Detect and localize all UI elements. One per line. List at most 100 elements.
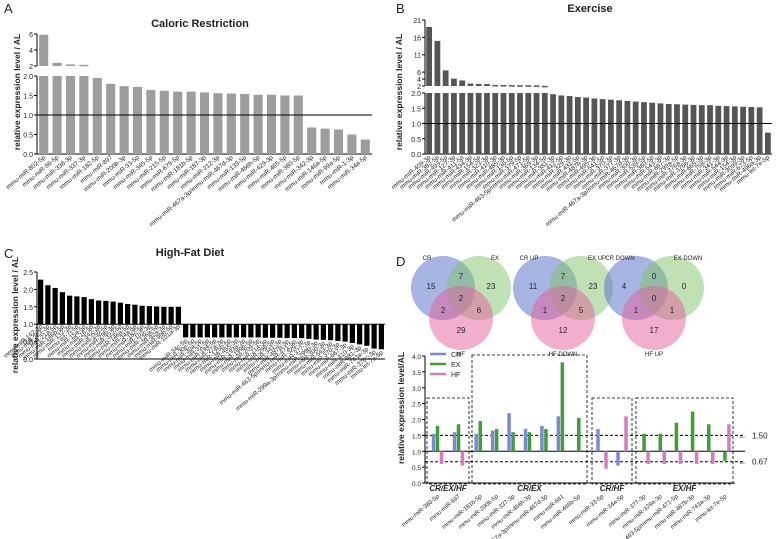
panel-b-bar xyxy=(707,105,713,154)
panel-a-bar xyxy=(307,127,317,154)
panel-c-bar xyxy=(197,324,203,338)
venn-circle-c xyxy=(531,286,595,350)
panel-b-bar xyxy=(608,99,614,154)
panel-c-bar xyxy=(81,297,87,325)
panel-a-bar xyxy=(240,93,250,154)
panel-b-bar-upper xyxy=(459,80,466,86)
panel-c-bar xyxy=(212,324,218,338)
panel-c-bar xyxy=(371,324,377,349)
panel-c-bar xyxy=(74,296,80,325)
panel-d-bar-hf xyxy=(727,424,731,452)
panel-b-ytick-upper-label: 2 xyxy=(417,84,421,91)
venn-region-count: 2 xyxy=(459,294,464,303)
panel-d-bar-cr xyxy=(490,430,495,452)
panel-c-bar xyxy=(306,324,312,339)
panel-b-ytick-label: 2.0 xyxy=(411,91,421,98)
panel-b-bar xyxy=(657,103,664,154)
panel-d-threshold-label: 1.50 xyxy=(752,431,768,440)
panel-b-ytick-label: 0.5 xyxy=(411,137,421,144)
panel-d-arrow: ← xyxy=(738,457,747,467)
panel-b-bar xyxy=(674,104,680,154)
panel-d-ytick-label: 4.0 xyxy=(412,354,421,361)
panel-c-bar xyxy=(161,306,167,325)
panel-a-bar xyxy=(333,129,344,154)
panel-d-ytick-label: 2.5 xyxy=(412,402,421,409)
panel-b-bar xyxy=(583,97,589,154)
panel-c-ytick-label: 2.5 xyxy=(23,270,33,277)
panel-c-ytick-label: 1.0 xyxy=(23,322,33,329)
panel-a-ylabel: relative expression level / AL xyxy=(12,34,22,150)
panel-b-bar-upper xyxy=(492,84,499,87)
panel-d-ytick-label: 1.5 xyxy=(412,433,421,440)
panel-d-ytick-label: 3.0 xyxy=(412,386,421,393)
panel-d-group-label: CR/EX/HF xyxy=(429,484,467,493)
panel-d-bar-hf xyxy=(678,451,683,464)
panel-b-bar xyxy=(715,105,722,154)
panel-c-bar xyxy=(146,306,152,325)
panel-a-ytick-upper-label: 4 xyxy=(29,48,33,55)
panel-b-bar xyxy=(756,107,763,154)
panel-d-bar-hf xyxy=(624,416,628,452)
panel-a-ytick-label: 2.0 xyxy=(23,74,33,81)
panel-c-bar xyxy=(241,324,247,338)
panel-b-bar xyxy=(665,103,672,154)
panel-d-bar-hf xyxy=(460,451,465,466)
panel-b-bar xyxy=(632,101,639,154)
panel-c-bar xyxy=(175,306,181,325)
panel-d-bar-cr xyxy=(507,413,511,452)
panel-b-bar-upper xyxy=(434,40,441,86)
panel-a-bar xyxy=(92,77,102,154)
venn-region-count: 12 xyxy=(559,326,568,335)
panel-a-ytick-label: 0.5 xyxy=(23,133,33,140)
panel-a-bar xyxy=(159,90,169,154)
panel-c-bar xyxy=(233,324,239,338)
panel-a-ytick-upper-label: 2 xyxy=(29,64,33,71)
venn-label-a: CR UP xyxy=(520,256,539,262)
panel-c-bar xyxy=(255,324,261,338)
panel-d-bar-ex xyxy=(527,432,532,452)
panel-c-chart: 0.00.51.01.52.02.5mmu-miR-142-3pmmu-miR-… xyxy=(3,270,386,412)
panel-c-bar xyxy=(103,300,109,325)
venn-label-a: CR DOWN xyxy=(605,256,634,262)
venn-region-count: 15 xyxy=(427,282,436,291)
panel-a-bar xyxy=(253,94,263,154)
panel-b-bar-upper xyxy=(517,85,523,87)
panel-a-bar xyxy=(146,90,156,154)
panel-d-ytick-label: 1.0 xyxy=(412,449,421,456)
panel-d-bar-cr xyxy=(556,416,561,452)
panel-d-bar-cr xyxy=(452,432,457,452)
venn-region-count: 17 xyxy=(650,326,659,335)
panel-b-ytick-upper-label: 6 xyxy=(417,70,421,77)
panel-c-bar xyxy=(154,306,160,325)
panel-d-bar-cr xyxy=(523,429,528,452)
panel-b-bar xyxy=(599,99,606,154)
panel-d-bar-ex xyxy=(642,433,646,452)
venn-region-count: 0 xyxy=(682,282,687,291)
panel-d-bar-ex xyxy=(435,425,440,452)
panel-b-chart: 0.00.51.01.52.0246111621mmu-miR-409-3pmm… xyxy=(390,18,772,228)
venn-region-count: 1 xyxy=(670,306,675,315)
panel-b-letter: B xyxy=(396,1,405,16)
panel-a-title: Caloric Restriction xyxy=(151,18,249,30)
panel-b-bar xyxy=(641,102,647,154)
panel-d-ylabel: relative expression level/AL xyxy=(396,352,406,464)
panel-d-ytick-label: 2.0 xyxy=(412,418,421,425)
panel-c-bar xyxy=(262,324,268,338)
venn-label-c: HF UP xyxy=(645,352,663,358)
panel-c-bar xyxy=(335,324,341,341)
panel-a-bar xyxy=(266,94,277,154)
panel-b-bar-upper xyxy=(484,84,490,86)
panel-d-category-label: mmu-miR-34a-5p xyxy=(586,494,626,529)
panel-d-bar-ex xyxy=(544,429,548,452)
panel-b-title: Exercise xyxy=(567,3,612,15)
panel-c-bar xyxy=(183,324,189,338)
panel-c-bar xyxy=(313,324,319,340)
panel-d-bar-cr xyxy=(474,433,478,452)
panel-c-ylabel: relative expression level / AL xyxy=(10,257,20,373)
panel-b-bar xyxy=(731,106,738,154)
panel-d-arrow: ← xyxy=(738,430,747,440)
panel-c-bar xyxy=(59,292,65,325)
venn-region-count: 2 xyxy=(441,306,446,315)
panel-a-bar xyxy=(293,95,303,154)
